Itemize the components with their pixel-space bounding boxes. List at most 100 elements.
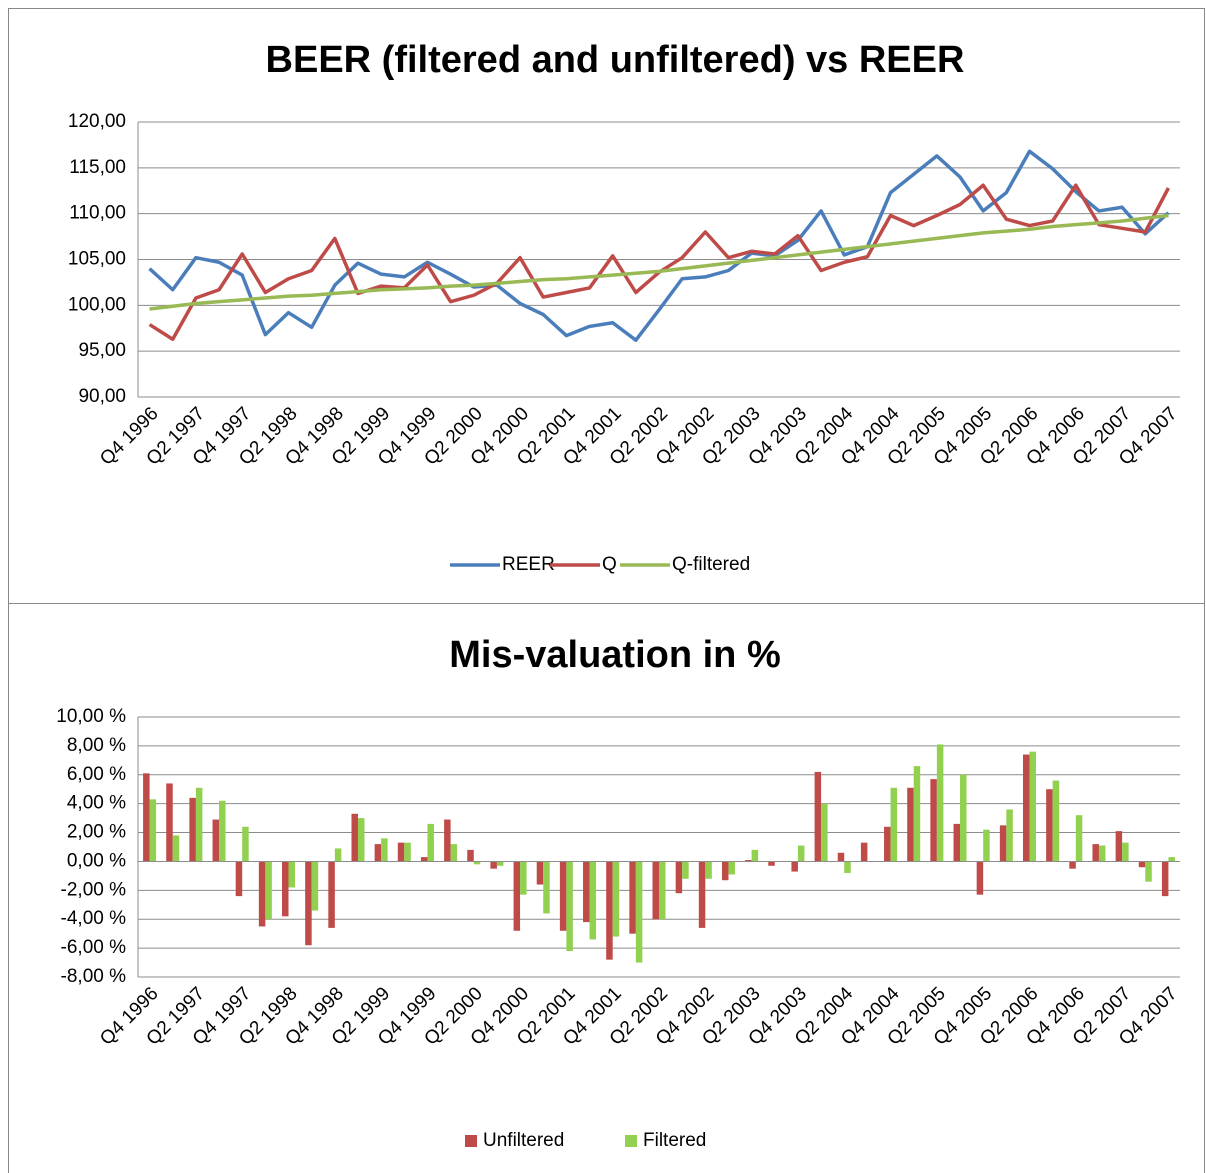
legend-swatch bbox=[465, 1135, 477, 1147]
bar bbox=[844, 861, 851, 873]
y-tick-label: 90,00 bbox=[78, 386, 126, 407]
bar bbox=[884, 826, 891, 862]
bar bbox=[404, 842, 411, 862]
chart-title: Mis-valuation in % bbox=[449, 634, 780, 676]
bar bbox=[467, 849, 474, 862]
legend-label: Unfiltered bbox=[483, 1130, 564, 1151]
legend-label: Q-filtered bbox=[672, 554, 750, 575]
y-tick-label: 120,00 bbox=[68, 111, 126, 132]
bar bbox=[311, 861, 319, 911]
bar bbox=[427, 823, 434, 862]
bar bbox=[149, 799, 157, 862]
y-tick-label: -2,00 % bbox=[61, 879, 127, 900]
bar bbox=[566, 861, 573, 951]
y-tick-label: 2,00 % bbox=[67, 822, 126, 843]
bar bbox=[953, 823, 961, 862]
bar bbox=[1006, 809, 1013, 862]
bar bbox=[960, 774, 967, 862]
bar bbox=[282, 861, 289, 917]
bar bbox=[143, 773, 150, 862]
bar bbox=[543, 861, 550, 914]
bar bbox=[334, 848, 342, 862]
bar bbox=[1122, 842, 1129, 862]
legend-label: Filtered bbox=[643, 1130, 706, 1151]
bar bbox=[520, 861, 527, 895]
bar bbox=[936, 744, 944, 862]
bar bbox=[1138, 861, 1146, 868]
bar bbox=[675, 861, 683, 894]
bar bbox=[791, 861, 798, 872]
bar bbox=[629, 861, 636, 934]
y-tick-label: 10,00 % bbox=[56, 706, 126, 727]
y-tick-label: 6,00 % bbox=[67, 764, 126, 785]
bar bbox=[265, 861, 272, 920]
bar bbox=[1115, 831, 1123, 862]
legend-label: Q bbox=[602, 554, 617, 575]
bar bbox=[1052, 780, 1060, 862]
bar bbox=[797, 845, 805, 862]
bar bbox=[1029, 751, 1036, 862]
bar bbox=[381, 838, 388, 862]
bar bbox=[659, 861, 666, 920]
bar bbox=[1069, 861, 1076, 869]
panel-border bbox=[8, 603, 1205, 1173]
bar bbox=[837, 852, 845, 862]
bar bbox=[745, 860, 752, 862]
bar bbox=[450, 844, 458, 862]
bar bbox=[189, 797, 196, 862]
bar bbox=[1075, 815, 1083, 862]
bar bbox=[589, 861, 597, 940]
line-series bbox=[148, 183, 1170, 341]
bar bbox=[721, 861, 729, 881]
bar bbox=[983, 829, 990, 862]
bar bbox=[374, 844, 382, 862]
line-series bbox=[149, 213, 1169, 311]
bar bbox=[258, 861, 266, 927]
bar bbox=[242, 826, 249, 862]
bar bbox=[821, 803, 828, 862]
bar bbox=[728, 861, 735, 875]
bar bbox=[976, 861, 984, 895]
bar bbox=[890, 787, 898, 862]
bar bbox=[1161, 861, 1169, 897]
bar bbox=[652, 861, 659, 920]
bar bbox=[1046, 789, 1053, 862]
y-tick-label: -4,00 % bbox=[61, 908, 127, 929]
bar bbox=[288, 861, 296, 888]
bar bbox=[305, 861, 312, 946]
bar bbox=[328, 861, 335, 928]
y-tick-label: 4,00 % bbox=[67, 793, 126, 814]
bar bbox=[1145, 861, 1152, 882]
bar bbox=[999, 825, 1007, 862]
bar bbox=[172, 835, 180, 862]
bar bbox=[814, 771, 822, 862]
bar bbox=[496, 861, 504, 866]
legend-label: REER bbox=[502, 554, 555, 575]
y-tick-label: -6,00 % bbox=[61, 937, 127, 958]
bar bbox=[212, 819, 220, 862]
bar bbox=[698, 861, 706, 928]
bar bbox=[351, 813, 358, 862]
bar bbox=[751, 849, 759, 862]
bar bbox=[235, 861, 243, 897]
y-tick-label: 0,00 % bbox=[67, 850, 126, 871]
y-tick-label: 115,00 bbox=[69, 157, 126, 178]
y-tick-label: 100,00 bbox=[68, 294, 126, 315]
bar bbox=[559, 861, 567, 931]
bar bbox=[907, 787, 914, 862]
bar bbox=[583, 861, 590, 923]
bar bbox=[195, 787, 203, 862]
bar bbox=[444, 819, 451, 862]
bar bbox=[860, 842, 868, 862]
bar bbox=[768, 861, 775, 866]
legend-swatch bbox=[625, 1135, 637, 1147]
bar bbox=[1168, 857, 1175, 862]
bar bbox=[420, 857, 428, 862]
chart-title: BEER (filtered and unfiltered) vs REER bbox=[266, 39, 965, 81]
y-tick-label: -8,00 % bbox=[61, 966, 127, 987]
bar bbox=[913, 766, 921, 862]
bar bbox=[473, 861, 481, 865]
bar bbox=[397, 842, 405, 862]
bar bbox=[635, 861, 643, 963]
